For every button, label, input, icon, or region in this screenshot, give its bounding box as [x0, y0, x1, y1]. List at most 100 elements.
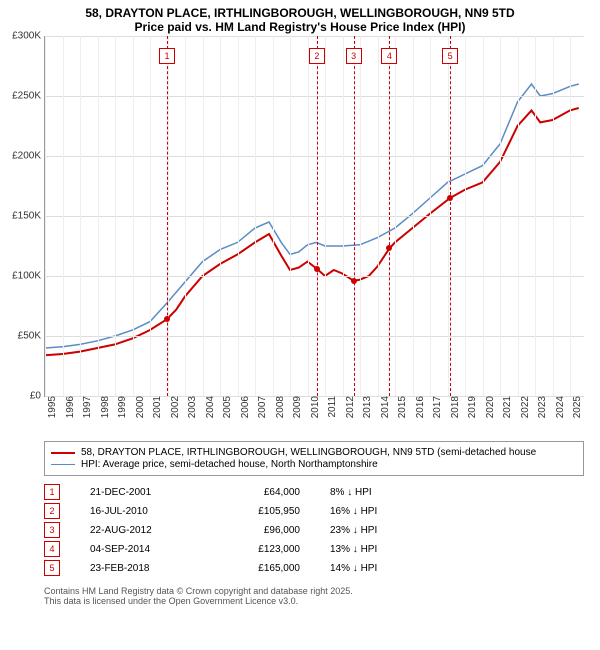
- x-axis-label: 2008: [273, 396, 286, 418]
- y-axis-label: £0: [30, 391, 45, 402]
- event-price: £123,000: [220, 544, 300, 555]
- sale-point: [386, 245, 392, 251]
- gridline-h: [45, 156, 584, 157]
- x-axis-label: 2000: [133, 396, 146, 418]
- legend-swatch-hpi: [51, 464, 75, 465]
- gridline-v: [343, 36, 344, 396]
- event-marker: 3: [346, 48, 362, 64]
- event-row: 121-DEC-2001£64,0008% ↓ HPI: [44, 484, 584, 500]
- gridline-v: [518, 36, 519, 396]
- gridline-v: [45, 36, 46, 396]
- gridline-v: [553, 36, 554, 396]
- event-diff: 13% ↓ HPI: [330, 544, 430, 555]
- legend-item-hpi: HPI: Average price, semi-detached house,…: [51, 459, 577, 470]
- event-price: £165,000: [220, 563, 300, 574]
- x-axis-label: 2007: [255, 396, 268, 418]
- x-axis-label: 2015: [395, 396, 408, 418]
- legend-label-hpi: HPI: Average price, semi-detached house,…: [81, 459, 378, 470]
- y-axis-label: £300K: [12, 31, 45, 42]
- chart-title: 58, DRAYTON PLACE, IRTHLINGBOROUGH, WELL…: [0, 0, 600, 36]
- legend-item-price-paid: 58, DRAYTON PLACE, IRTHLINGBOROUGH, WELL…: [51, 447, 577, 458]
- x-axis-label: 1998: [98, 396, 111, 418]
- gridline-v: [483, 36, 484, 396]
- event-vline: [389, 36, 390, 396]
- event-date: 04-SEP-2014: [90, 544, 190, 555]
- x-axis-label: 2021: [500, 396, 513, 418]
- gridline-v: [500, 36, 501, 396]
- event-price: £64,000: [220, 487, 300, 498]
- event-vline: [167, 36, 168, 396]
- gridline-v: [308, 36, 309, 396]
- gridline-h: [45, 336, 584, 337]
- gridline-h: [45, 276, 584, 277]
- gridline-v: [430, 36, 431, 396]
- gridline-v: [378, 36, 379, 396]
- y-axis-label: £200K: [12, 151, 45, 162]
- legend-label-price-paid: 58, DRAYTON PLACE, IRTHLINGBOROUGH, WELL…: [81, 447, 536, 458]
- x-axis-label: 2012: [343, 396, 356, 418]
- event-row-marker: 5: [44, 560, 60, 576]
- event-diff: 23% ↓ HPI: [330, 525, 430, 536]
- gridline-v: [133, 36, 134, 396]
- event-marker: 1: [159, 48, 175, 64]
- title-line-1: 58, DRAYTON PLACE, IRTHLINGBOROUGH, WELL…: [0, 6, 600, 20]
- gridline-v: [220, 36, 221, 396]
- event-diff: 8% ↓ HPI: [330, 487, 430, 498]
- chart-plot-area: £0£50K£100K£150K£200K£250K£300K199519961…: [44, 36, 584, 397]
- footer-line-2: This data is licensed under the Open Gov…: [44, 596, 584, 606]
- x-axis-label: 2018: [448, 396, 461, 418]
- x-axis-label: 2020: [483, 396, 496, 418]
- sale-point: [164, 316, 170, 322]
- event-marker: 4: [381, 48, 397, 64]
- sale-point: [314, 266, 320, 272]
- gridline-v: [80, 36, 81, 396]
- x-axis-label: 2013: [360, 396, 373, 418]
- gridline-v: [535, 36, 536, 396]
- event-vline: [317, 36, 318, 396]
- x-axis-label: 1995: [45, 396, 58, 418]
- event-row: 322-AUG-2012£96,00023% ↓ HPI: [44, 522, 584, 538]
- gridline-v: [448, 36, 449, 396]
- x-axis-label: 2023: [535, 396, 548, 418]
- x-axis-label: 2005: [220, 396, 233, 418]
- gridline-v: [325, 36, 326, 396]
- gridline-v: [255, 36, 256, 396]
- x-axis-label: 2001: [150, 396, 163, 418]
- event-vline: [450, 36, 451, 396]
- gridline-v: [570, 36, 571, 396]
- event-row: 523-FEB-2018£165,00014% ↓ HPI: [44, 560, 584, 576]
- event-date: 22-AUG-2012: [90, 525, 190, 536]
- gridline-v: [290, 36, 291, 396]
- sale-point: [447, 195, 453, 201]
- gridline-v: [150, 36, 151, 396]
- gridline-v: [115, 36, 116, 396]
- x-axis-label: 2011: [325, 396, 338, 418]
- gridline-v: [395, 36, 396, 396]
- x-axis-label: 1996: [63, 396, 76, 418]
- gridline-v: [98, 36, 99, 396]
- event-vline: [354, 36, 355, 396]
- title-line-2: Price paid vs. HM Land Registry's House …: [0, 20, 600, 34]
- x-axis-label: 2019: [465, 396, 478, 418]
- event-diff: 14% ↓ HPI: [330, 563, 430, 574]
- x-axis-label: 2004: [203, 396, 216, 418]
- event-diff: 16% ↓ HPI: [330, 506, 430, 517]
- y-axis-label: £50K: [18, 331, 45, 342]
- gridline-h: [45, 36, 584, 37]
- x-axis-label: 2025: [570, 396, 583, 418]
- event-price: £96,000: [220, 525, 300, 536]
- event-price: £105,950: [220, 506, 300, 517]
- x-axis-label: 2022: [518, 396, 531, 418]
- gridline-v: [203, 36, 204, 396]
- legend-swatch-price-paid: [51, 452, 75, 454]
- legend: 58, DRAYTON PLACE, IRTHLINGBOROUGH, WELL…: [44, 441, 584, 476]
- y-axis-label: £250K: [12, 91, 45, 102]
- x-axis-label: 2003: [185, 396, 198, 418]
- gridline-v: [273, 36, 274, 396]
- gridline-h: [45, 96, 584, 97]
- gridline-v: [465, 36, 466, 396]
- gridline-v: [413, 36, 414, 396]
- y-axis-label: £150K: [12, 211, 45, 222]
- x-axis-label: 2006: [238, 396, 251, 418]
- events-table: 121-DEC-2001£64,0008% ↓ HPI216-JUL-2010£…: [44, 484, 584, 576]
